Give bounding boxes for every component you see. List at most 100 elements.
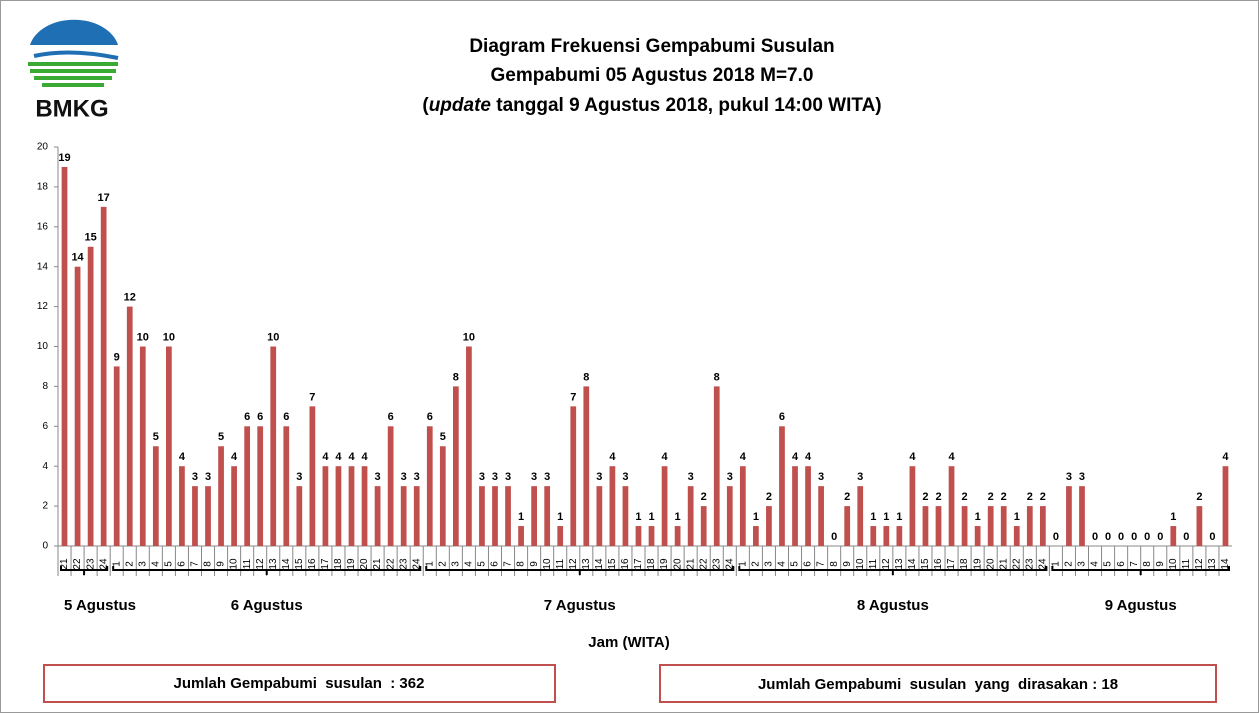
x-tick-label: 8 [1142, 561, 1153, 567]
value-label: 2 [962, 491, 968, 503]
group-bracket [738, 566, 1048, 575]
bar [74, 266, 81, 546]
x-tick-label: 9 [216, 561, 227, 567]
value-label: 8 [714, 371, 720, 383]
value-label: 1 [753, 511, 759, 523]
y-tick-label: 14 [37, 261, 49, 272]
x-tick-label: 6 [803, 561, 814, 567]
x-axis-label: Jam (WITA) [588, 634, 669, 651]
x-tick-label: 7 [816, 561, 827, 567]
x-tick-label: 6 [177, 561, 188, 567]
value-label: 6 [388, 411, 394, 423]
bar [583, 386, 590, 546]
value-label: 2 [766, 491, 772, 503]
value-label: 3 [492, 471, 498, 483]
x-tick-label: 7 [190, 561, 201, 567]
bar [557, 526, 564, 546]
bar [713, 386, 720, 546]
bar [466, 346, 472, 546]
value-label: 12 [124, 292, 136, 304]
x-tick-label: 3 [450, 561, 461, 567]
x-tick-label: 20 [985, 558, 996, 570]
x-tick-label: 4 [464, 561, 475, 567]
value-label: 4 [322, 451, 329, 463]
bar [257, 426, 264, 546]
value-label: 4 [335, 451, 342, 463]
summary-text: Jumlah Gempabumi susulan : 362 [174, 675, 425, 692]
bar [766, 506, 772, 546]
bar [426, 426, 433, 546]
value-label: 2 [1027, 491, 1033, 503]
subtitle-part: update [429, 95, 492, 116]
x-tick-label: 24 [411, 558, 422, 570]
bar [805, 466, 811, 546]
value-label: 1 [1014, 511, 1020, 523]
bar [231, 466, 237, 546]
x-tick-label: 9 [529, 561, 540, 567]
bar [1196, 506, 1203, 546]
bar [1079, 486, 1085, 546]
x-tick-label: 1 [424, 561, 435, 567]
value-label: 0 [1118, 531, 1124, 543]
value-label: 3 [296, 471, 302, 483]
value-label: 4 [662, 451, 669, 463]
bar [1000, 506, 1007, 546]
bar [844, 506, 851, 546]
bar [152, 446, 159, 546]
bar [387, 426, 394, 546]
bar [726, 486, 733, 546]
x-tick-label: 14 [907, 558, 918, 570]
x-tick-label: 20 [672, 558, 683, 570]
x-tick-label: 2 [124, 561, 135, 567]
x-tick-label: 7 [503, 561, 514, 567]
y-tick-label: 10 [37, 341, 49, 352]
value-label: 5 [153, 431, 159, 443]
bar [870, 526, 877, 546]
bar [139, 346, 146, 546]
x-tick-label: 17 [633, 558, 644, 570]
bar [439, 446, 446, 546]
bar [1026, 506, 1033, 546]
value-label: 2 [1001, 491, 1007, 503]
value-label: 8 [453, 371, 459, 383]
value-label: 2 [1196, 491, 1202, 503]
value-label: 2 [1040, 491, 1046, 503]
value-label: 1 [648, 511, 654, 523]
bar [739, 466, 746, 546]
x-tick-label: 1 [1051, 561, 1062, 567]
group-bracket [425, 566, 735, 575]
value-label: 6 [257, 411, 263, 423]
value-label: 3 [479, 471, 485, 483]
bar [61, 166, 68, 546]
x-tick-label: 11 [1181, 558, 1192, 569]
value-label: 1 [557, 511, 563, 523]
x-tick-label: 11 [555, 558, 566, 569]
bar [413, 486, 420, 546]
bar [974, 526, 981, 546]
value-label: 0 [1183, 531, 1189, 543]
x-tick-label: 17 [946, 558, 957, 570]
x-tick-label: 4 [777, 561, 788, 567]
bar [818, 486, 824, 546]
x-tick-label: 23 [711, 558, 722, 570]
value-label: 10 [267, 331, 279, 343]
value-label: 3 [1066, 471, 1072, 483]
value-label: 1 [635, 511, 641, 523]
summary-box [659, 664, 1217, 703]
value-label: 0 [1131, 531, 1137, 543]
value-label: 4 [361, 451, 368, 463]
bar [505, 486, 511, 546]
group-label: 9 Agustus [1105, 597, 1177, 614]
value-label: 4 [948, 451, 955, 463]
bar [374, 486, 381, 546]
value-label: 1 [675, 511, 681, 523]
x-tick-label: 9 [842, 561, 853, 567]
bar [1039, 506, 1046, 546]
y-tick-label: 20 [37, 142, 49, 153]
value-label: 4 [1222, 451, 1229, 463]
x-tick-label: 9 [1155, 561, 1166, 567]
x-tick-label: 5 [477, 561, 488, 567]
value-label: 6 [244, 411, 250, 423]
group-label: 7 Agustus [544, 597, 616, 614]
